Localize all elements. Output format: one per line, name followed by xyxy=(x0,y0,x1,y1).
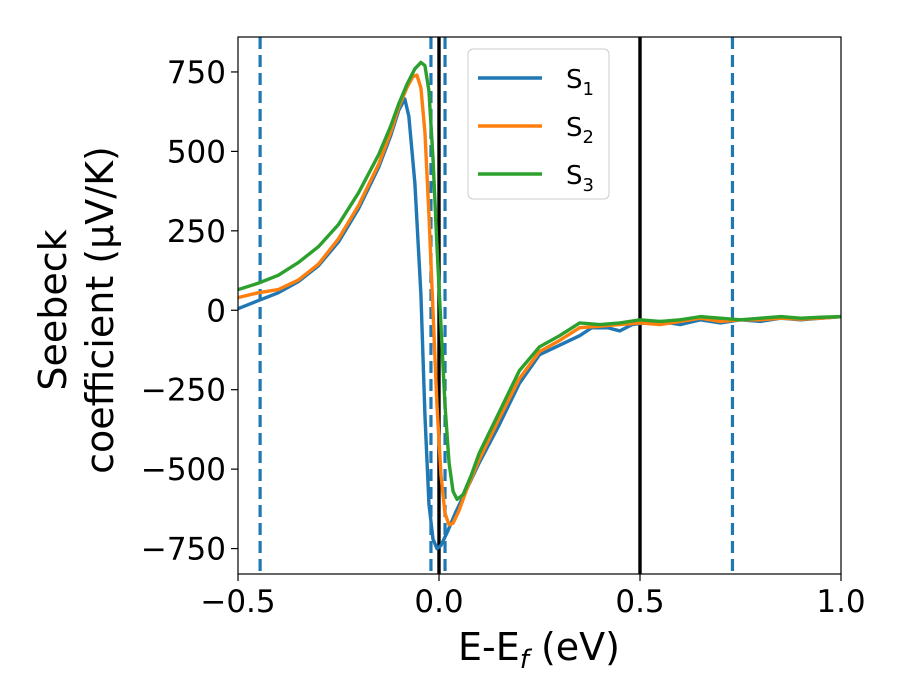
plot-frame xyxy=(237,36,842,575)
y-tick-label: 250 xyxy=(167,214,226,250)
x-axis-ticks: −0.5 0.0 0.5 1.0 xyxy=(200,574,866,620)
y-axis-label-line2: coefficient (μV/K) xyxy=(78,146,122,474)
y-tick-label: −750 xyxy=(141,532,226,568)
x-tick-label: 1.0 xyxy=(816,584,865,620)
legend-label-s2: S2 xyxy=(566,113,594,148)
y-tick-label: 0 xyxy=(206,293,226,329)
y-tick-label: −500 xyxy=(141,452,226,488)
series-line-s3 xyxy=(238,60,841,502)
y-tick-label: 750 xyxy=(167,55,226,91)
y-axis-label-line1: Seebeck xyxy=(31,229,75,390)
legend-box xyxy=(467,48,610,200)
y-tick-label: 500 xyxy=(167,134,226,170)
x-tick-label: −0.5 xyxy=(200,584,275,620)
y-axis-ticks: 750 500 250 0 −250 −500 −750 xyxy=(141,55,238,568)
legend-entries: S1 S2 S3 xyxy=(478,65,594,196)
legend: S1 S2 S3 xyxy=(467,48,610,200)
x-tick-label: 0.0 xyxy=(414,584,463,620)
x-axis-label-main: E-E xyxy=(458,625,520,669)
legend-label-s1: S1 xyxy=(566,65,594,100)
series-lines xyxy=(238,60,841,551)
y-tick-label: −250 xyxy=(141,373,226,409)
x-tick-label: 0.5 xyxy=(615,584,664,620)
x-axis-label: E-Ef (eV) xyxy=(458,625,620,675)
legend-label-s3: S3 xyxy=(566,161,594,196)
x-axis-label-unit: (eV) xyxy=(529,625,620,669)
